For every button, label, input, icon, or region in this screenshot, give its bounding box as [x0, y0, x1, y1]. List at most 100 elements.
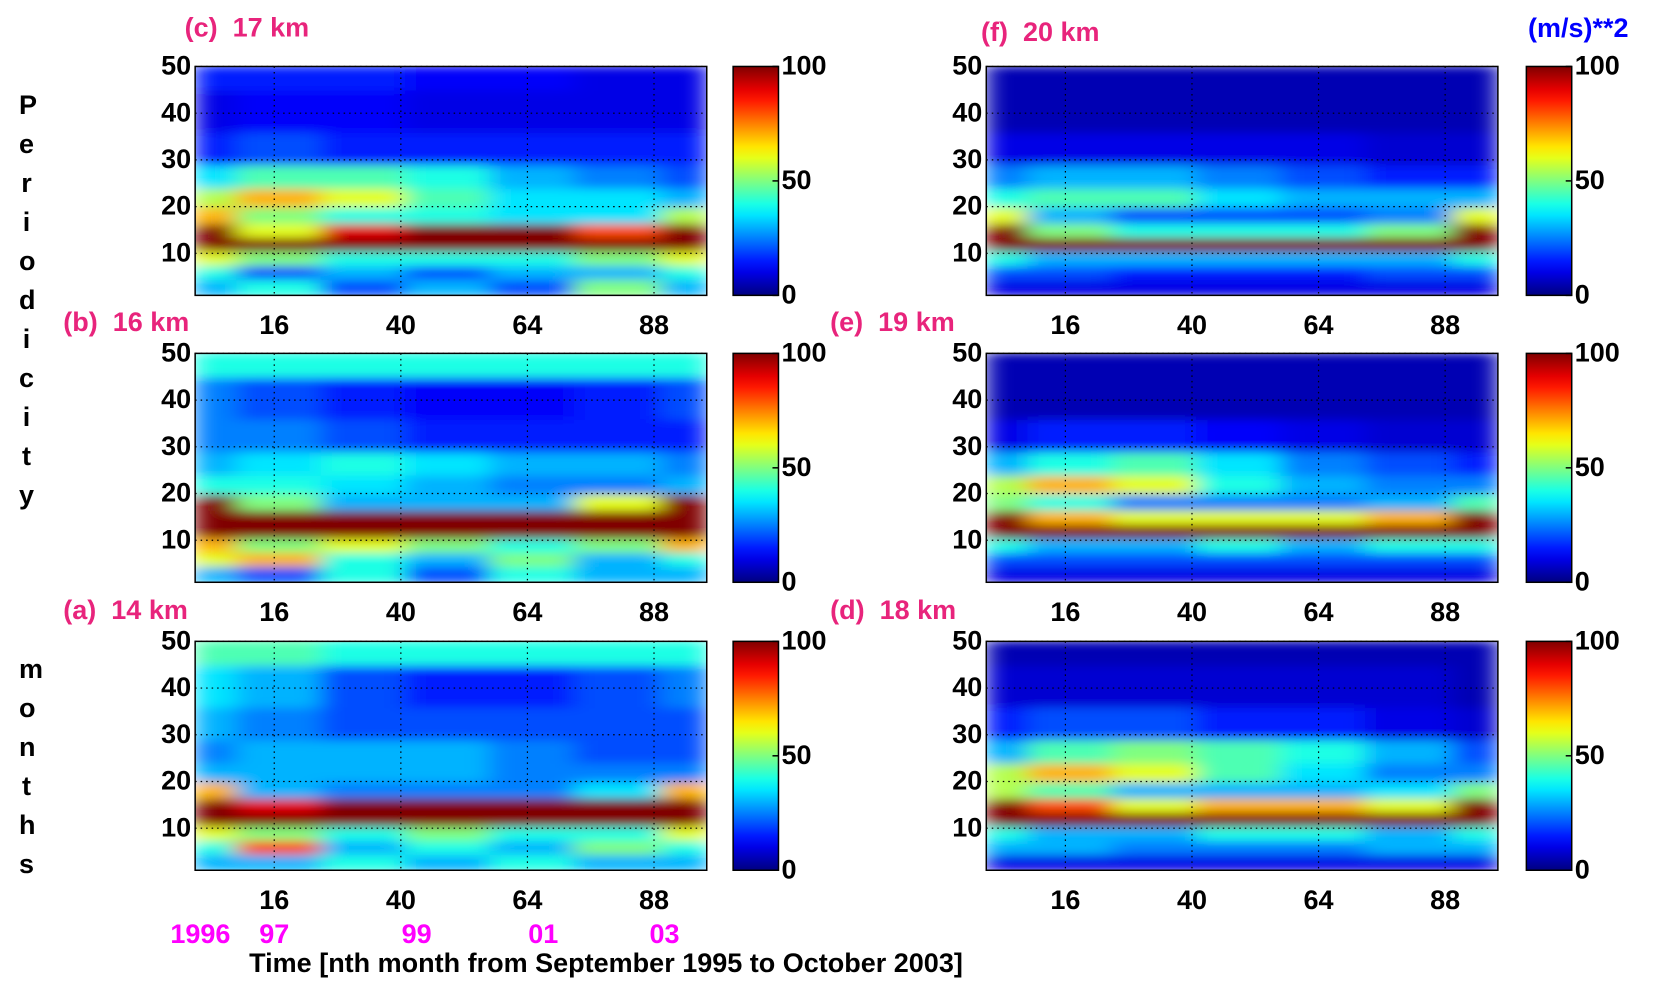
heatmap-cell [573, 824, 663, 841]
colorbar-tick-label: 50 [1575, 165, 1605, 195]
heatmap-cell [660, 492, 707, 511]
heatmap-cell [236, 810, 323, 827]
colorbar [732, 640, 780, 871]
y-tick-label: 20 [952, 766, 982, 796]
heatmap-cell [236, 796, 323, 813]
heatmap-cell [320, 852, 408, 871]
heatmap-cell [573, 353, 663, 378]
y-tick-label: 50 [161, 51, 191, 81]
heatmap-cell [320, 564, 408, 583]
heatmap-cell [1365, 705, 1455, 741]
colorbar [1525, 65, 1573, 297]
heatmap-cell [660, 221, 707, 238]
heatmap-cell [405, 249, 492, 266]
heatmap-cell [405, 353, 492, 378]
heatmap-cell [986, 221, 1030, 238]
heatmap-cell [1280, 130, 1368, 166]
heatmap-cell [1452, 88, 1498, 133]
colorbar-tick-label: 100 [781, 51, 826, 81]
heatmap-cell [195, 780, 239, 799]
heatmap-cell [1027, 235, 1114, 252]
heatmap-cell [195, 235, 239, 252]
heatmap-cell [489, 796, 576, 813]
heatmap-cell [489, 221, 576, 238]
heatmap-cell [489, 550, 576, 567]
heatmap-cell [195, 163, 239, 189]
heatmap-cell [1365, 641, 1455, 666]
x-tick-label: 88 [639, 885, 669, 915]
heatmap-cell [1280, 221, 1368, 238]
year-label: 1996 [170, 919, 230, 949]
heatmap-cell [1196, 564, 1283, 583]
heatmap-cell [1111, 663, 1199, 708]
y-tick-label: 30 [952, 719, 982, 749]
heatmap-cell [1280, 705, 1368, 741]
heatmap-cell [1365, 663, 1455, 708]
heatmap-cell [236, 88, 323, 133]
heatmap-cell [320, 221, 408, 238]
heatmap-cell [320, 492, 408, 511]
heatmap-cell [320, 473, 408, 495]
heatmap-cell [986, 450, 1030, 476]
y-tick-label: 20 [952, 478, 982, 508]
heatmap-cell [1027, 761, 1114, 783]
heatmap-cell [236, 508, 323, 525]
heatmap-cell [1027, 375, 1114, 420]
y-tick-label: 30 [161, 431, 191, 461]
heatmap-cell [236, 186, 323, 208]
heatmap-cell [660, 263, 707, 281]
heatmap-cell [1196, 163, 1283, 189]
heatmap-cell [1196, 235, 1283, 252]
heatmap-cell [1280, 66, 1368, 91]
heatmap-cell [1027, 249, 1114, 266]
heatmap-cell [1452, 550, 1498, 567]
heatmap-cell [1027, 221, 1114, 238]
heatmap-cell [1027, 263, 1114, 281]
heatmap-cell [1280, 508, 1368, 525]
heatmap-cell [1452, 221, 1498, 238]
heatmap-cell [986, 235, 1030, 252]
colorbar-tick-label: 0 [1575, 854, 1590, 884]
heatmap-cell [1280, 738, 1368, 764]
heatmap-cell [320, 536, 408, 553]
heatmap-cell [236, 705, 323, 741]
heatmap-cell [1111, 221, 1199, 238]
heatmap-cell [573, 278, 663, 296]
heatmap-cell [320, 235, 408, 252]
heatmap-cell [1196, 263, 1283, 281]
heatmap-cell [1365, 353, 1455, 378]
y-tick-label: 50 [952, 51, 982, 81]
heatmap-cell [1280, 375, 1368, 420]
heatmap-cell [660, 564, 707, 583]
heatmap-cell [1027, 450, 1114, 476]
heatmap-cell [1452, 564, 1498, 583]
heatmap-cell [1365, 375, 1455, 420]
x-tick-label: 40 [1177, 310, 1207, 340]
heatmap-cell [405, 278, 492, 296]
heatmap-cell [573, 761, 663, 783]
heatmap-cell [1111, 810, 1199, 827]
heatmap-cell [320, 824, 408, 841]
heatmap-cell [489, 450, 576, 476]
heatmap-cell [1280, 353, 1368, 378]
y-tick-label: 20 [161, 766, 191, 796]
panel-title: (e) 19 km [830, 307, 955, 337]
heatmap-cell [573, 88, 663, 133]
heatmap-cell [1111, 163, 1199, 189]
heatmap-cell [195, 66, 239, 91]
heatmap-cell [573, 838, 663, 855]
heatmap-cell [1365, 536, 1455, 553]
heatmap-cell [1280, 473, 1368, 495]
heatmap-cell [195, 738, 239, 764]
heatmap-cell [489, 163, 576, 189]
heatmap-cell [1280, 186, 1368, 208]
heatmap-cell [1027, 641, 1114, 666]
heatmap-cell [573, 705, 663, 741]
heatmap-cell [1280, 780, 1368, 799]
heatmap-cell [1280, 852, 1368, 871]
heatmap-cell [320, 522, 408, 539]
heatmap-cell [660, 278, 707, 296]
heatmap-cell [1452, 417, 1498, 453]
panel-title: (d) 18 km [830, 595, 956, 625]
heatmap-cell [405, 163, 492, 189]
